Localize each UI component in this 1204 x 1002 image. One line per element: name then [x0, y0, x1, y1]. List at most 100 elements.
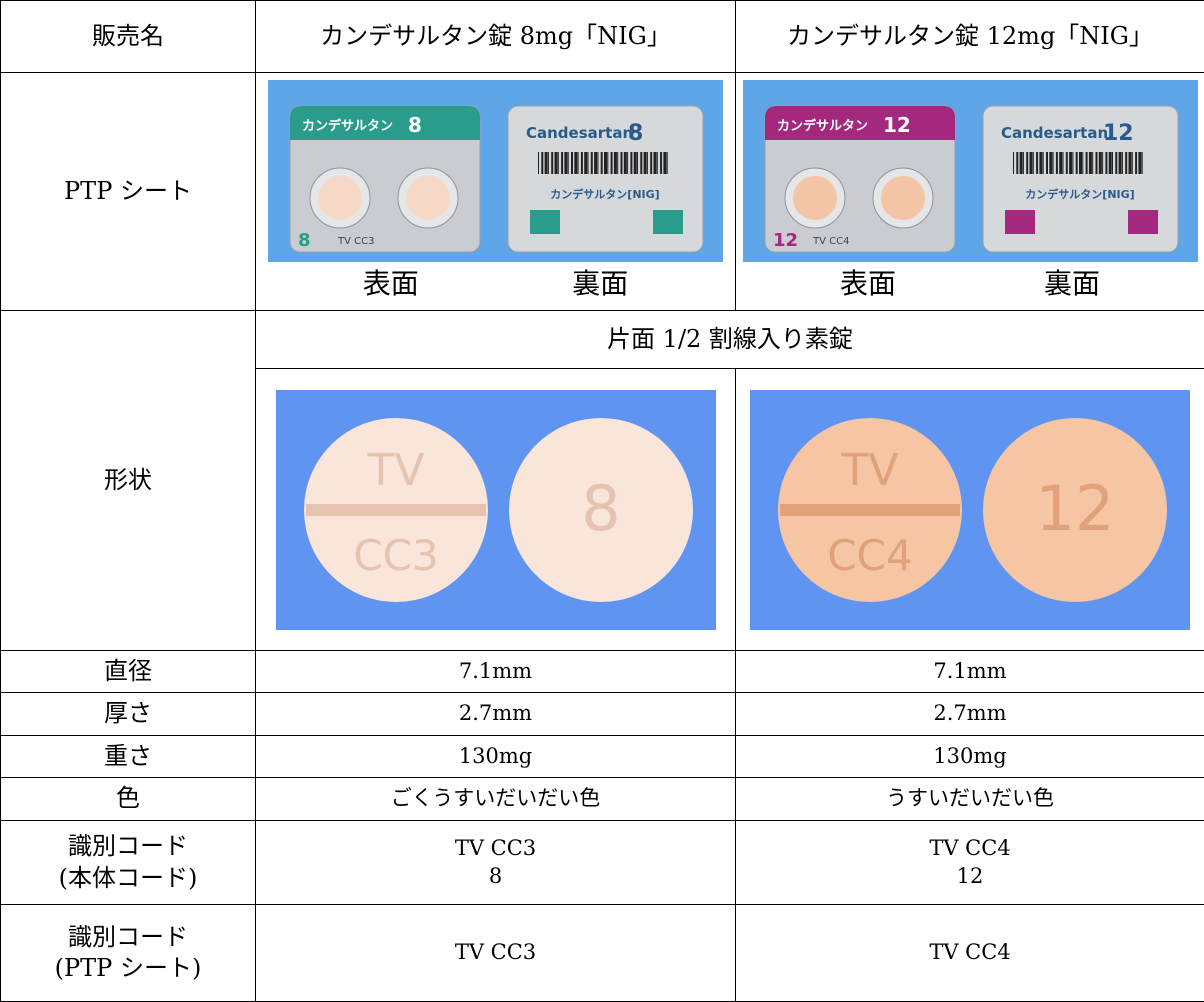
sheet-product: カンデサルタン[NIG] [550, 187, 659, 201]
barcode-bar [611, 152, 613, 174]
sheet-name: カンデサルタン [302, 118, 393, 134]
barcode-bar [1069, 152, 1072, 174]
value-cell: うすいだいだい色 [736, 778, 1204, 821]
barcode-bar [1098, 152, 1101, 174]
barcode-bar [1131, 152, 1132, 174]
cell-line: TV CC3 [256, 835, 735, 862]
barcode-bar [657, 152, 658, 174]
caption-back: 裏面 [1044, 266, 1100, 302]
strength-badge [653, 210, 683, 234]
row-label: PTP シート [1, 73, 256, 311]
sheet-strength: 12 [773, 230, 798, 251]
barcode-bar [644, 152, 647, 174]
barcode-bar [1135, 152, 1137, 174]
imprint-mark: 12 [1036, 472, 1115, 545]
barcode-bar [568, 152, 569, 174]
barcode-bar [548, 152, 549, 174]
barcode-bar [1019, 152, 1022, 174]
sheet-product: カンデサルタン[NIG] [1025, 187, 1134, 201]
product-name: カンデサルタン錠 8mg「NIG」 [256, 1, 736, 73]
barcode-bar [601, 152, 603, 174]
value-cell: 130mg [256, 736, 736, 778]
barcode-bar [594, 152, 597, 174]
cell-line: TV CC4 [736, 835, 1204, 862]
barcode-bar [1062, 152, 1063, 174]
barcode-bar [1049, 152, 1052, 174]
pill [406, 176, 450, 220]
barcode-bar [1088, 152, 1091, 174]
value-cell: ごくうすいだいだい色 [256, 778, 736, 821]
barcode-bar [1105, 152, 1107, 174]
barcode-bar [561, 152, 563, 174]
sheet-strength: 12 [883, 113, 911, 137]
barcode-bar [607, 152, 608, 174]
barcode-bar [558, 152, 559, 174]
sheet-strength: 12 [1103, 121, 1134, 146]
cell-line: (PTP シート) [1, 953, 255, 984]
product-name: カンデサルタン錠 12mg「NIG」 [736, 1, 1204, 73]
value-cell: TV CC4 [736, 905, 1204, 1002]
barcode-bar [1128, 152, 1131, 174]
pill [881, 176, 925, 220]
sheet-strength: 8 [628, 121, 643, 146]
row-label: 識別コード(本体コード) [1, 821, 256, 905]
barcode-bar [545, 152, 548, 174]
barcode-bar [584, 152, 587, 174]
barcode-bar [1095, 152, 1097, 174]
barcode-bar [564, 152, 567, 174]
caption-back: 裏面 [572, 266, 628, 302]
barcode-bar [1072, 152, 1073, 174]
barcode-bar [640, 152, 642, 174]
sheet-brand: Candesartan [526, 124, 633, 142]
barcode-bar [588, 152, 589, 174]
row-label: 色 [1, 778, 256, 821]
value-cell: 130mg [736, 736, 1204, 778]
caption-front: 表面 [363, 266, 419, 302]
sheet-code: TV CC4 [812, 236, 849, 247]
barcode-bar [1118, 152, 1121, 174]
barcode-bar [1039, 152, 1042, 174]
barcode-bar [1016, 152, 1018, 174]
barcode-bar [591, 152, 593, 174]
barcode-bar [541, 152, 543, 174]
barcode-bar [1125, 152, 1127, 174]
imprint-bottom: CC3 [353, 531, 438, 580]
barcode-bar [571, 152, 573, 174]
barcode-bar [667, 152, 668, 174]
barcode-bar [1046, 152, 1048, 174]
barcode-bar [581, 152, 583, 174]
barcode-bar [1092, 152, 1093, 174]
sheet-name: カンデサルタン [777, 118, 868, 134]
table-row: 色ごくうすいだいだい色うすいだいだい色 [1, 778, 1204, 821]
barcode-bar [1036, 152, 1038, 174]
barcode-bar [551, 152, 553, 174]
barcode-bar [1138, 152, 1141, 174]
row-label: 形状 [1, 311, 256, 651]
row-label: 直径 [1, 651, 256, 693]
score-line [780, 504, 960, 516]
caption-row: 表面 裏面 [256, 262, 735, 302]
barcode-bar [660, 152, 662, 174]
barcode-bar [654, 152, 657, 174]
cell-line: 識別コード [1, 831, 255, 862]
barcode-bar [1075, 152, 1077, 174]
barcode-bar [538, 152, 539, 174]
barcode-bar [555, 152, 558, 174]
barcode-bar [1079, 152, 1082, 174]
